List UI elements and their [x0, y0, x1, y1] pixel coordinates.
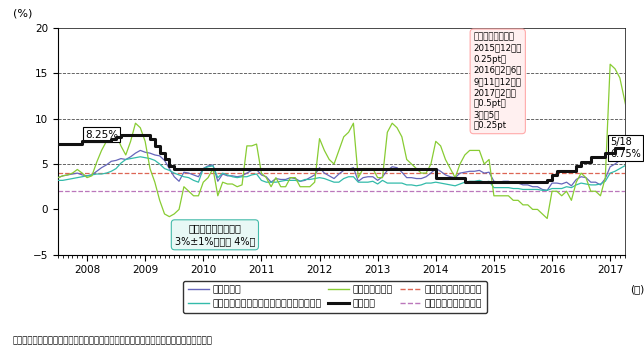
Text: 8.25%: 8.25% — [85, 129, 118, 140]
Text: 政策金利引き上げ
2015年12月、
0.25pt、
2016年2、6、
9、11、12月、
2017年2月、
各0.5pt、
3月、5月
各0.25pt: 政策金利引き上げ 2015年12月、 0.25pt、 2016年2、6、 9、1… — [473, 32, 522, 130]
Text: (%): (%) — [13, 9, 32, 19]
Text: 資料：メキシコ国立統計地理情報院、メキシコ中央銀行のデータから経済産業省作成。: 資料：メキシコ国立統計地理情報院、メキシコ中央銀行のデータから経済産業省作成。 — [13, 336, 213, 346]
Text: インフレターゲット
3%±1%（上限 4%）: インフレターゲット 3%±1%（上限 4%） — [175, 223, 255, 246]
Legend: 消費者物価, コア消費者物価（食品、エネルギー除く）, エネルギー物価, 政策金利, インフレ目標（上限）, インフレ目標（下限）: 消費者物価, コア消費者物価（食品、エネルギー除く）, エネルギー物価, 政策金… — [183, 281, 487, 313]
Text: (年): (年) — [630, 284, 644, 294]
Text: 5/18
6.75%: 5/18 6.75% — [610, 138, 641, 159]
